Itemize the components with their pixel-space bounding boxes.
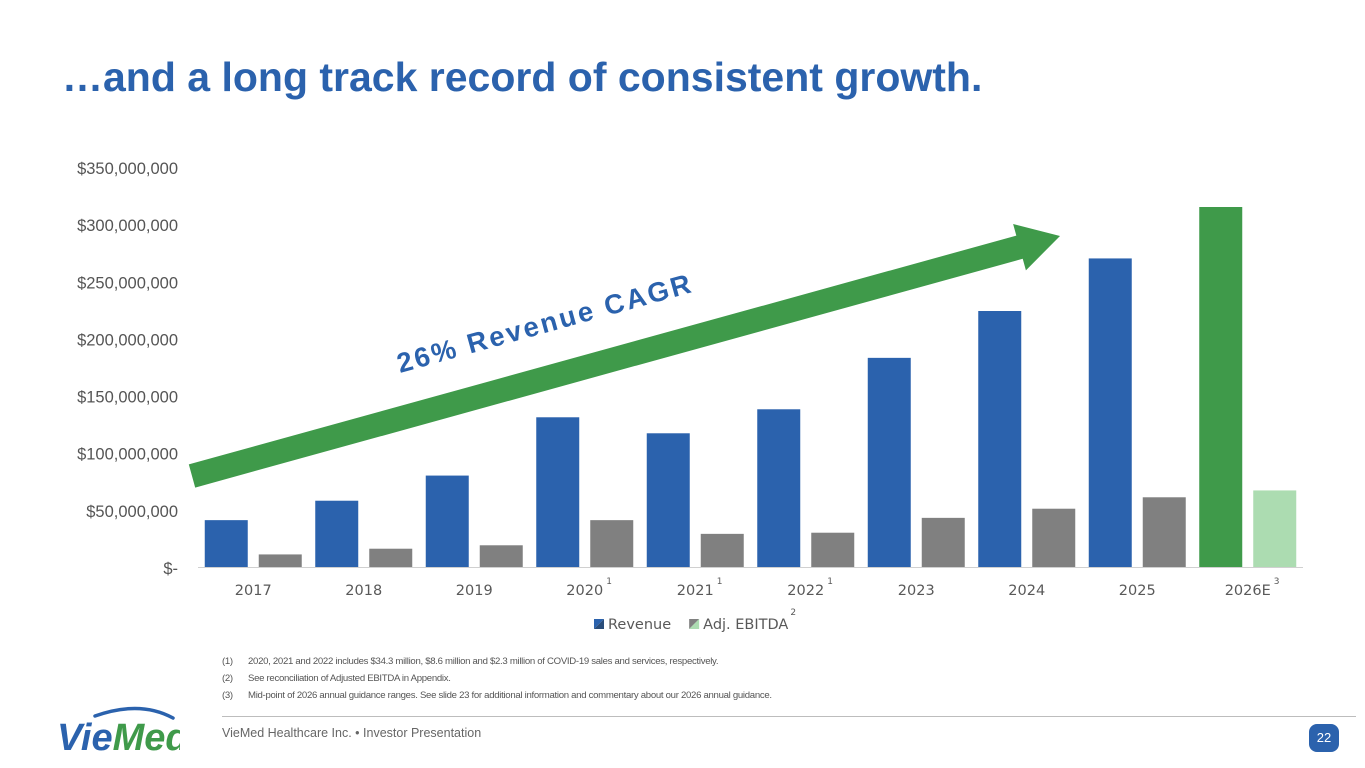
x-tick-label: 2025: [1119, 583, 1156, 599]
footnote-text: 2020, 2021 and 2022 includes $34.3 milli…: [248, 656, 719, 667]
x-tick-label: 2024: [1008, 583, 1045, 599]
ebitda-bar: [700, 533, 744, 567]
x-tick-superscript: 1: [606, 577, 612, 587]
x-tick-label: 2023: [898, 583, 935, 599]
svg-text:VieMed: VieMed: [57, 717, 180, 758]
x-tick-superscript: 3: [1274, 577, 1280, 587]
y-tick-label: $200,000,000: [77, 331, 178, 349]
footnote-text: See reconciliation of Adjusted EBITDA in…: [248, 673, 451, 684]
y-tick-label: $300,000,000: [77, 217, 178, 235]
revenue-bar: [536, 417, 580, 567]
y-tick-label: $-: [163, 560, 178, 578]
footnote-number: (1): [222, 656, 233, 667]
viemed-logo: VieMed: [57, 706, 180, 758]
y-tick-label: $150,000,000: [77, 389, 178, 407]
x-tick-label: 2017: [235, 583, 272, 599]
x-tick-label: 2022: [787, 583, 824, 599]
revenue-bar: [425, 475, 469, 567]
ebitda-bar: [369, 548, 413, 567]
ebitda-bar: [258, 554, 302, 567]
revenue-bar: [315, 500, 359, 567]
footnote-number: (2): [222, 673, 233, 684]
page-number: 22: [1309, 724, 1339, 752]
ebitda-bar: [1032, 508, 1076, 567]
footnote-text: Mid-point of 2026 annual guidance ranges…: [248, 690, 772, 701]
legend-superscript: 2: [790, 608, 796, 618]
revenue-bar: [646, 433, 690, 567]
ebitda-bar: [811, 532, 855, 567]
footnote: (1) 2020, 2021 and 2022 includes $34.3 mi…: [222, 656, 719, 667]
bar-chart: $- $50,000,000 $100,000,000 $150,000,000 $20…: [77, 160, 1303, 633]
footnote-number: (3): [222, 690, 233, 701]
y-tick-label: $250,000,000: [77, 274, 178, 292]
footer-text: VieMed Healthcare Inc. • Investor Presen…: [222, 726, 482, 740]
x-tick-label: 2019: [456, 583, 493, 599]
x-tick-superscript: 1: [827, 577, 833, 587]
x-tick-label: 2020: [566, 583, 603, 599]
legend-swatch-ebitda: [689, 619, 700, 629]
slide-title: …and a long track record of consistent g…: [62, 54, 983, 100]
legend-swatch-revenue: [594, 619, 604, 629]
x-tick-label: 2021: [677, 583, 714, 599]
footnote: (2) See reconciliation of Adjusted EBITDA…: [222, 673, 451, 684]
ebitda-bar: [1253, 490, 1297, 567]
revenue-bar: [1088, 258, 1132, 567]
arrow-shape: [188, 224, 1061, 488]
ebitda-bar: [590, 520, 634, 567]
footer-divider: [222, 716, 1356, 717]
legend-label: Revenue: [608, 617, 671, 633]
cagr-arrow: 26% Revenue CAGR: [188, 224, 1061, 488]
y-tick-label: $350,000,000: [77, 160, 178, 178]
y-tick-label: $100,000,000: [77, 446, 178, 464]
revenue-bar: [1199, 207, 1243, 567]
revenue-bar: [757, 409, 801, 567]
legend-label: Adj. EBITDA: [703, 617, 788, 633]
x-tick-label: 2018: [345, 583, 382, 599]
bars: [204, 207, 1297, 567]
revenue-bar: [978, 311, 1022, 567]
y-tick-label: $50,000,000: [86, 503, 178, 521]
revenue-bar: [204, 520, 248, 567]
revenue-bar: [867, 357, 911, 567]
ebitda-bar: [479, 545, 523, 567]
ebitda-bar: [1142, 497, 1186, 567]
ebitda-bar: [921, 517, 965, 567]
x-tick-superscript: 1: [717, 577, 723, 587]
y-axis: $- $50,000,000 $100,000,000 $150,000,000 $20…: [77, 160, 1303, 578]
cagr-label: 26% Revenue CAGR: [393, 267, 696, 378]
x-tick-label: 2026E: [1225, 583, 1271, 599]
footnote: (3) Mid-point of 2026 annual guidance ran…: [222, 690, 772, 701]
